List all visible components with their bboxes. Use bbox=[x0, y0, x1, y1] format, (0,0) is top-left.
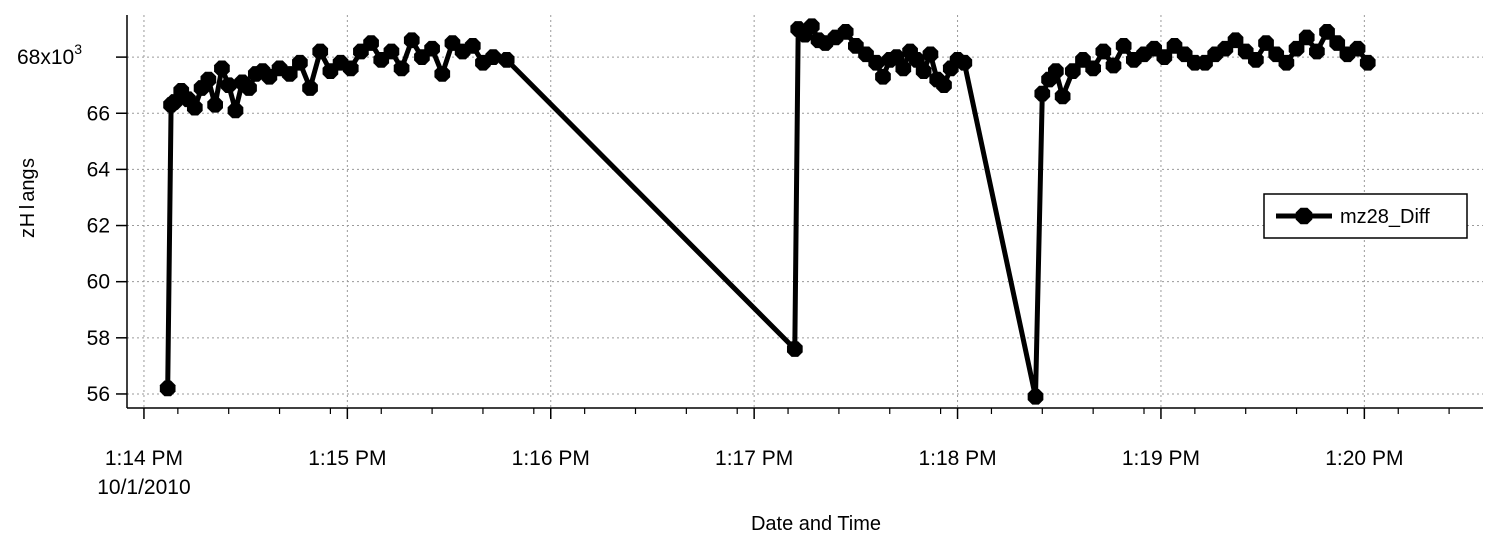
y-axis-title-char: n bbox=[17, 179, 39, 190]
data-point bbox=[1095, 43, 1112, 60]
data-point bbox=[363, 35, 379, 51]
legend-box bbox=[1263, 193, 1468, 239]
data-point bbox=[403, 32, 420, 49]
data-point bbox=[837, 23, 854, 40]
data-point bbox=[1048, 63, 1064, 79]
data-point bbox=[159, 380, 176, 397]
data-point bbox=[1278, 54, 1295, 71]
y-axis-ticks: 56 58 60 62 64 66 bbox=[87, 56, 127, 406]
y-tick-label: 66 bbox=[87, 102, 110, 125]
data-point bbox=[302, 80, 318, 96]
legend: mz28_Diff bbox=[1263, 193, 1468, 239]
data-point bbox=[1349, 40, 1366, 57]
data-point bbox=[895, 60, 912, 77]
y-tick-label: 64 bbox=[87, 158, 111, 181]
data-point bbox=[1054, 88, 1071, 105]
x-tick-label: 1:20 PM bbox=[1325, 447, 1403, 470]
x-axis-title: Date and Time bbox=[751, 513, 881, 535]
x-tick-label: 1:17 PM bbox=[715, 447, 793, 470]
data-point bbox=[227, 102, 244, 119]
x-tick-sublabel: 10/1/2010 bbox=[97, 476, 190, 499]
data-point bbox=[200, 71, 217, 88]
y-top-tick-value: 68 bbox=[17, 46, 40, 69]
legend-marker-swatch bbox=[1295, 207, 1313, 225]
series-layer bbox=[159, 18, 1376, 405]
y-tick-label: 60 bbox=[87, 271, 110, 294]
data-point bbox=[1027, 388, 1044, 405]
axes bbox=[126, 15, 1483, 409]
data-point bbox=[485, 49, 501, 65]
data-point bbox=[1359, 54, 1376, 71]
data-point bbox=[383, 43, 400, 60]
data-point bbox=[786, 341, 803, 357]
data-point bbox=[1258, 35, 1274, 51]
data-point bbox=[241, 80, 257, 96]
data-point bbox=[207, 96, 223, 113]
data-point bbox=[424, 40, 440, 57]
y-axis-title-char: H bbox=[17, 213, 39, 227]
x-axis-ticks: 1:14 PM 10/1/2010 1:15 PM 1:16 PM 1:17 PM 1:1… bbox=[97, 408, 1450, 499]
y-axis-title-char: g bbox=[17, 168, 39, 179]
data-point bbox=[434, 66, 451, 82]
data-point bbox=[1064, 63, 1081, 79]
data-point bbox=[803, 18, 820, 35]
x-tick-label: 1:16 PM bbox=[512, 447, 590, 470]
data-point bbox=[214, 60, 230, 77]
data-point bbox=[1156, 49, 1173, 65]
data-point bbox=[393, 60, 410, 77]
data-point bbox=[342, 60, 359, 77]
data-point bbox=[220, 77, 237, 94]
data-point bbox=[915, 63, 932, 79]
data-point bbox=[1115, 38, 1132, 54]
data-point bbox=[956, 54, 973, 71]
data-point bbox=[1329, 35, 1346, 51]
y-tick-label: 56 bbox=[87, 383, 110, 406]
data-point bbox=[936, 77, 952, 94]
data-point bbox=[922, 46, 939, 63]
data-point bbox=[186, 99, 203, 116]
data-point bbox=[1309, 43, 1325, 60]
data-point bbox=[1319, 23, 1335, 40]
y-tick-label: 58 bbox=[87, 327, 110, 350]
y-exponent-label: 68x103 bbox=[17, 41, 82, 69]
y-axis-title-char: l bbox=[17, 205, 39, 209]
y-tick-label: 62 bbox=[87, 215, 110, 238]
data-point bbox=[1288, 40, 1305, 57]
data-point bbox=[875, 68, 891, 85]
data-point bbox=[1034, 85, 1051, 102]
y-axis-title-char: s bbox=[17, 158, 39, 168]
data-point bbox=[1298, 29, 1315, 46]
x-tick-label: 1:14 PM bbox=[105, 447, 183, 470]
data-point bbox=[1085, 60, 1101, 77]
data-point bbox=[281, 66, 298, 82]
x-tick-label: 1:18 PM bbox=[918, 447, 996, 470]
data-point bbox=[1105, 57, 1122, 74]
data-point bbox=[464, 38, 481, 54]
y-axis-title-char: a bbox=[17, 190, 39, 202]
data-point bbox=[292, 54, 308, 71]
data-point bbox=[1227, 32, 1244, 49]
x-tick-label: 1:15 PM bbox=[308, 447, 386, 470]
data-point bbox=[312, 43, 329, 60]
x-tick-label: 1:19 PM bbox=[1122, 447, 1200, 470]
data-point bbox=[1248, 52, 1264, 68]
legend-label: mz28_Diff bbox=[1340, 206, 1430, 228]
data-point bbox=[498, 52, 515, 68]
y-axis-title-char: z bbox=[17, 228, 39, 238]
y-exponent-power: 3 bbox=[74, 41, 82, 57]
data-point bbox=[868, 54, 885, 71]
